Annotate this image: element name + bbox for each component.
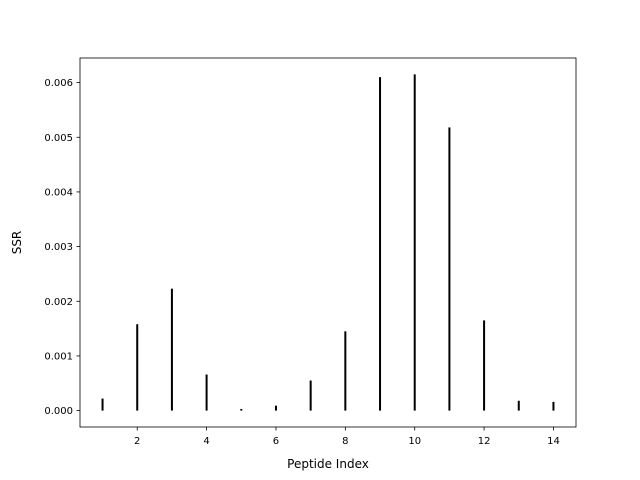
x-tick-label: 2 [134,436,140,447]
y-axis-label: SSR [10,231,24,255]
bar-peptide-2 [136,324,139,411]
bar-peptide-11 [448,127,451,411]
y-tick-label: 0.002 [44,297,73,308]
bar-peptide-6 [274,405,277,411]
bar-peptide-13 [517,400,520,411]
bar-peptide-5 [240,408,243,411]
bar-peptide-9 [379,77,382,411]
y-axis-ticks: 0.000 0.001 0.002 0.003 0.004 0.005 0.006 [44,78,80,417]
x-axis-label: Peptide Index [287,457,369,471]
y-tick-label: 0.004 [44,188,73,199]
x-tick-label: 4 [203,436,209,447]
x-axis-ticks: 2 4 6 8 10 12 14 [134,427,560,447]
x-tick-label: 8 [342,436,348,447]
y-tick-label: 0.005 [44,133,73,144]
x-tick-label: 10 [408,436,421,447]
x-tick-label: 14 [547,436,560,447]
bar-peptide-10 [413,74,416,411]
bar-peptide-4 [205,374,208,411]
x-tick-label: 12 [478,436,491,447]
bar-peptide-12 [483,320,486,411]
y-tick-label: 0.003 [44,242,73,253]
y-tick-label: 0.001 [44,352,73,363]
bar-peptide-14 [552,401,555,411]
bar-peptide-8 [344,331,347,411]
bars-group [101,74,555,411]
y-tick-label: 0.000 [44,406,73,417]
y-tick-label: 0.006 [44,78,73,89]
bar-peptide-7 [309,380,312,411]
bar-peptide-3 [170,288,173,411]
plot-frame [79,57,577,428]
bar-peptide-1 [101,398,104,411]
x-tick-label: 6 [273,436,279,447]
